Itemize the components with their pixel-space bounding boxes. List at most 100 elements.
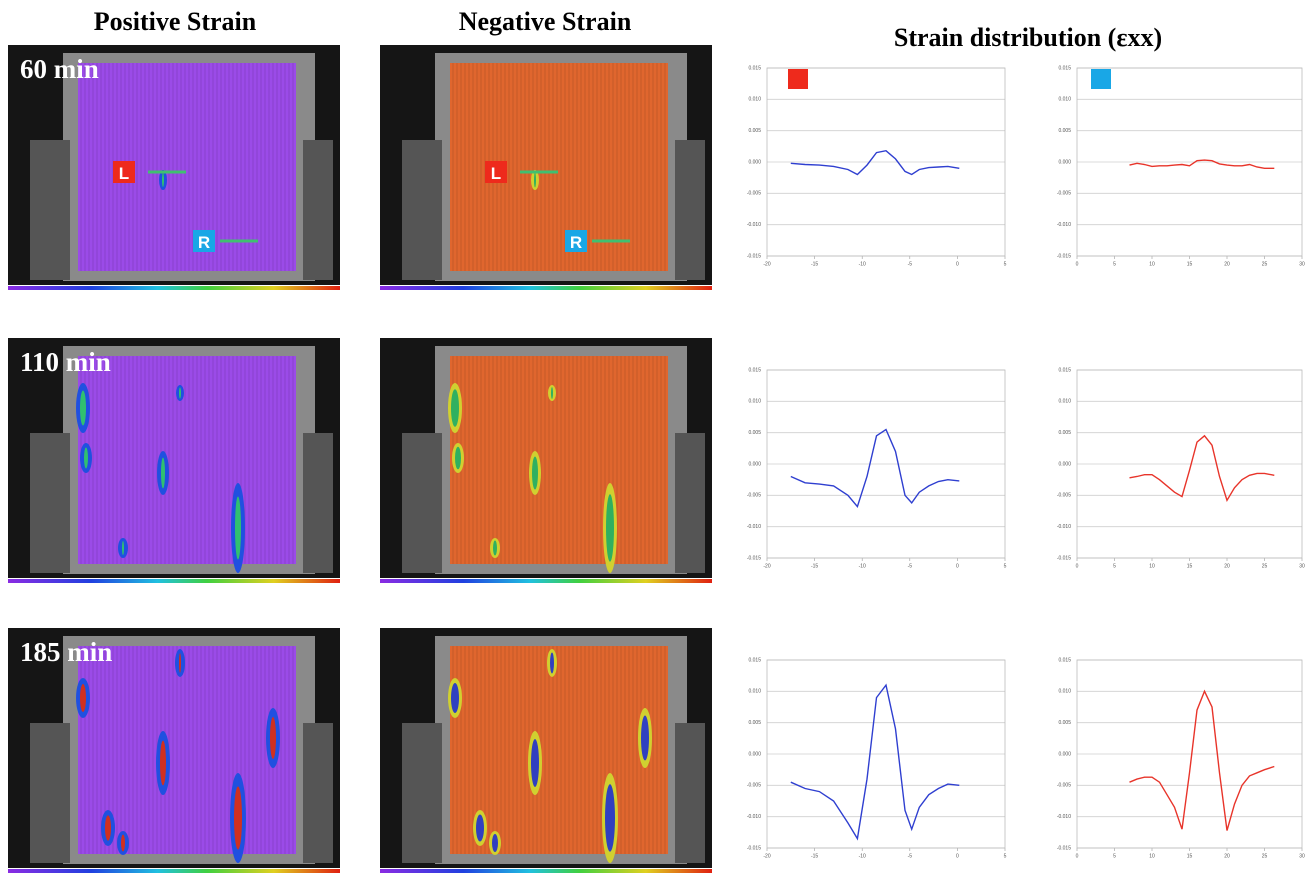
- y-tick-label: 0.000: [748, 751, 761, 757]
- x-tick-label: 20: [1224, 563, 1230, 569]
- colorbar: [380, 869, 712, 873]
- x-tick-label: 15: [1187, 853, 1193, 859]
- data-line: [790, 683, 960, 841]
- plot-border: [1076, 67, 1303, 257]
- y-tick-label: 0.010: [1058, 97, 1071, 103]
- y-tick-label: -0.010: [747, 524, 761, 530]
- x-tick-label: 0: [956, 563, 959, 569]
- strain-band: [235, 496, 241, 560]
- frame-side: [303, 140, 333, 280]
- strain-band: [80, 390, 86, 426]
- colorbar: [8, 579, 340, 583]
- x-tick-label: -10: [859, 853, 866, 859]
- x-tick-label: 10: [1149, 853, 1155, 859]
- y-tick-label: -0.010: [1057, 814, 1071, 820]
- y-tick-label: -0.015: [747, 555, 761, 561]
- y-tick-label: 0.005: [1058, 128, 1071, 134]
- strain-band: [84, 447, 88, 469]
- time-label: 110 min: [20, 347, 111, 377]
- strain-band: [122, 541, 124, 555]
- strain-band: [534, 172, 536, 188]
- x-tick-label: 0: [956, 853, 959, 859]
- y-tick-label: 0.000: [748, 461, 761, 467]
- y-tick-label: 0.000: [1058, 751, 1071, 757]
- texture: [78, 356, 296, 564]
- y-tick-label: -0.010: [747, 222, 761, 228]
- column-header: Positive Strain: [94, 7, 257, 36]
- x-tick-label: 0: [956, 261, 959, 267]
- y-tick-label: -0.010: [1057, 222, 1071, 228]
- strain-band: [179, 387, 181, 399]
- y-tick-label: 0.005: [1058, 720, 1071, 726]
- y-tick-label: 0.015: [1058, 657, 1071, 663]
- strain-image: [380, 338, 712, 583]
- x-tick-label: -15: [811, 261, 818, 267]
- strain-band: [270, 717, 276, 759]
- y-tick-label: -0.010: [747, 814, 761, 820]
- x-tick-label: 5: [1004, 853, 1007, 859]
- x-tick-label: 20: [1224, 261, 1230, 267]
- texture: [450, 63, 668, 271]
- y-tick-label: -0.005: [1057, 191, 1071, 197]
- y-tick-label: -0.015: [747, 845, 761, 851]
- frame-side: [30, 723, 70, 863]
- y-tick-label: 0.010: [748, 399, 761, 405]
- y-tick-label: -0.005: [1057, 783, 1071, 789]
- texture: [450, 646, 668, 854]
- strain-image: [380, 628, 712, 873]
- x-tick-label: 30: [1299, 563, 1305, 569]
- frame-side: [402, 140, 442, 280]
- colorbar: [8, 286, 340, 290]
- strain-band: [532, 456, 538, 490]
- x-tick-label: 25: [1262, 853, 1268, 859]
- strain-image: [8, 628, 340, 873]
- strain-band: [179, 653, 181, 673]
- strain-charts: -0.015 -0.010 -0.005 0.000 0.005 0.010 0.015 -2…: [747, 65, 1305, 859]
- plot-border: [1076, 369, 1303, 559]
- marker-label: L: [491, 164, 501, 183]
- plot-border: [766, 67, 1006, 257]
- strain-image: [8, 338, 340, 583]
- x-tick-label: 30: [1299, 853, 1305, 859]
- marker-box: [485, 161, 507, 183]
- x-tick-label: -10: [859, 261, 866, 267]
- strain-band: [493, 540, 497, 556]
- x-tick-label: -20: [763, 563, 770, 569]
- y-tick-label: -0.005: [747, 191, 761, 197]
- y-tick-label: -0.005: [747, 493, 761, 499]
- y-tick-label: 0.000: [1058, 159, 1071, 165]
- marker-label: R: [198, 233, 210, 252]
- y-tick-label: 0.000: [748, 159, 761, 165]
- frame-side: [303, 433, 333, 573]
- frame-side: [402, 723, 442, 863]
- texture: [450, 356, 668, 564]
- plot-border: [766, 369, 1006, 559]
- x-tick-label: 10: [1149, 563, 1155, 569]
- y-tick-label: -0.005: [1057, 493, 1071, 499]
- frame-side: [675, 433, 705, 573]
- strain-band: [105, 815, 111, 841]
- y-tick-label: 0.015: [1058, 65, 1071, 71]
- x-tick-label: 10: [1149, 261, 1155, 267]
- x-tick-label: -15: [811, 853, 818, 859]
- strain-band: [492, 834, 498, 852]
- strain-band: [162, 173, 164, 187]
- x-tick-label: -5: [908, 563, 913, 569]
- y-tick-label: 0.010: [1058, 399, 1071, 405]
- data-line: [1129, 159, 1275, 169]
- y-tick-label: -0.010: [1057, 524, 1071, 530]
- y-tick-label: -0.015: [1057, 845, 1071, 851]
- x-tick-label: 15: [1187, 261, 1193, 267]
- y-tick-label: 0.015: [748, 65, 761, 71]
- x-tick-label: 5: [1004, 563, 1007, 569]
- strain-band: [80, 684, 86, 712]
- strain-band: [531, 739, 539, 787]
- data-line: [790, 428, 960, 509]
- texture: [78, 646, 296, 854]
- x-tick-label: -10: [859, 563, 866, 569]
- y-tick-label: 0.005: [748, 430, 761, 436]
- strain-band: [476, 814, 484, 842]
- x-tick-label: 20: [1224, 853, 1230, 859]
- frame-side: [675, 140, 705, 280]
- strain-band: [160, 740, 166, 786]
